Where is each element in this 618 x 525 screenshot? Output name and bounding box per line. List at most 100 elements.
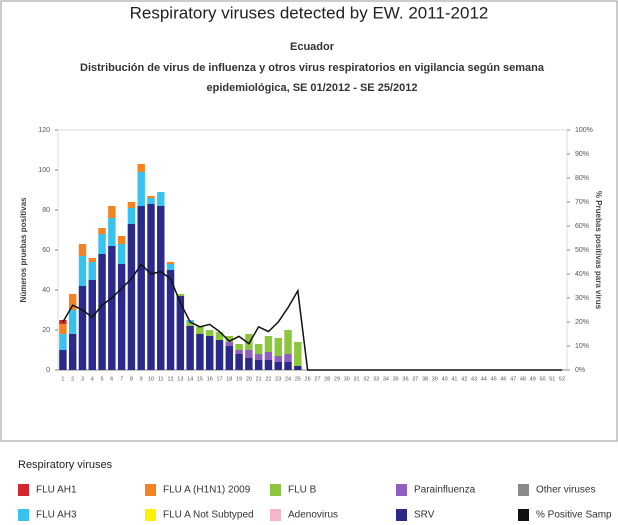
bar <box>127 208 136 224</box>
legend-swatch <box>18 509 29 521</box>
frame <box>0 0 618 442</box>
subtitle: epidemiológica, SE 01/2012 - SE 25/2012 <box>207 82 418 94</box>
x-tick-label: 35 <box>393 376 399 382</box>
y-tick-label: 20 <box>42 327 50 334</box>
bar <box>176 294 185 296</box>
x-tick-label: 15 <box>197 376 203 382</box>
x-tick-label: 52 <box>559 376 565 382</box>
x-tick-label: 6 <box>110 376 113 382</box>
subtitle: Ecuador <box>290 41 335 53</box>
x-tick-label: 31 <box>353 376 359 382</box>
y2-tick-label: 100% <box>575 127 593 134</box>
x-tick-label: 42 <box>461 376 467 382</box>
bar <box>117 244 126 264</box>
x-tick-label: 39 <box>432 376 438 382</box>
legend-label: Adenovirus <box>288 510 338 521</box>
x-tick-label: 14 <box>187 376 193 382</box>
x-tick-label: 13 <box>177 376 183 382</box>
subtitle: Distribución de virus de influenza y otr… <box>80 62 545 74</box>
bar <box>245 334 253 350</box>
bar <box>88 280 96 370</box>
y2-axis-label: % Pruebas positivas para virus <box>594 191 603 310</box>
legend-label: % Positive Samp <box>536 510 612 521</box>
x-tick-label: 36 <box>402 376 408 382</box>
x-tick-label: 29 <box>334 376 340 382</box>
legend-label: SRV <box>414 510 435 521</box>
y-axis-label: Números pruebas positivas <box>19 197 28 302</box>
x-tick-label: 1 <box>61 376 64 382</box>
x-tick-label: 44 <box>481 376 487 382</box>
y2-tick-label: 90% <box>575 151 589 158</box>
bar <box>235 350 243 354</box>
x-tick-label: 28 <box>324 376 330 382</box>
bar <box>147 198 155 204</box>
x-tick-label: 12 <box>168 376 174 382</box>
bar <box>196 334 204 370</box>
bar <box>108 206 116 218</box>
bar <box>78 256 87 286</box>
x-tick-label: 22 <box>265 376 271 382</box>
y2-tick-label: 70% <box>575 199 589 206</box>
legend-swatch <box>396 484 407 496</box>
x-tick-label: 5 <box>101 376 104 382</box>
bar <box>284 330 292 354</box>
bar <box>59 324 67 334</box>
x-tick-label: 19 <box>236 376 242 382</box>
bar <box>166 264 175 270</box>
legend-swatch <box>270 509 281 521</box>
bar <box>196 326 204 334</box>
x-tick-label: 30 <box>344 376 350 382</box>
x-tick-label: 11 <box>158 376 164 382</box>
bar <box>264 360 273 370</box>
x-tick-label: 2 <box>71 376 74 382</box>
bar <box>215 340 224 370</box>
bar <box>108 218 116 246</box>
bar <box>166 270 175 370</box>
bar <box>264 336 273 352</box>
bar <box>127 202 136 208</box>
bar <box>147 204 155 370</box>
bar <box>254 354 263 360</box>
bar <box>137 206 145 370</box>
legend-swatch <box>518 509 529 521</box>
bar <box>294 342 302 366</box>
x-tick-label: 4 <box>91 376 94 382</box>
legend-swatch <box>396 509 407 521</box>
x-tick-label: 40 <box>442 376 448 382</box>
x-tick-label: 9 <box>140 376 143 382</box>
y2-tick-label: 50% <box>575 247 589 254</box>
bar <box>264 352 273 360</box>
bar <box>108 246 116 370</box>
y2-tick-label: 0% <box>575 367 585 374</box>
bar <box>225 342 234 346</box>
bar <box>294 366 302 370</box>
legend-label: FLU B <box>288 485 317 496</box>
bar <box>254 360 263 370</box>
y-tick-label: 40 <box>42 287 50 294</box>
x-tick-label: 49 <box>530 376 536 382</box>
x-tick-label: 37 <box>412 376 418 382</box>
x-tick-label: 20 <box>246 376 252 382</box>
y-tick-label: 120 <box>38 127 50 134</box>
legend-label: Parainfluenza <box>414 485 476 496</box>
bar <box>68 310 77 334</box>
x-tick-label: 27 <box>314 376 320 382</box>
bar <box>284 362 292 370</box>
bar <box>274 338 282 356</box>
y2-tick-label: 20% <box>575 319 589 326</box>
y-tick-label: 60 <box>42 247 50 254</box>
bar <box>186 322 194 326</box>
bar <box>117 264 126 370</box>
bar <box>186 326 194 370</box>
bar <box>137 172 145 206</box>
legend-swatch <box>145 509 156 521</box>
bar <box>206 336 214 370</box>
bar <box>98 234 106 254</box>
legend-label: Other viruses <box>536 485 595 496</box>
bar <box>254 344 263 354</box>
bar <box>68 334 77 370</box>
bar <box>117 236 126 244</box>
legend-swatch <box>518 484 529 496</box>
bar <box>68 294 77 310</box>
